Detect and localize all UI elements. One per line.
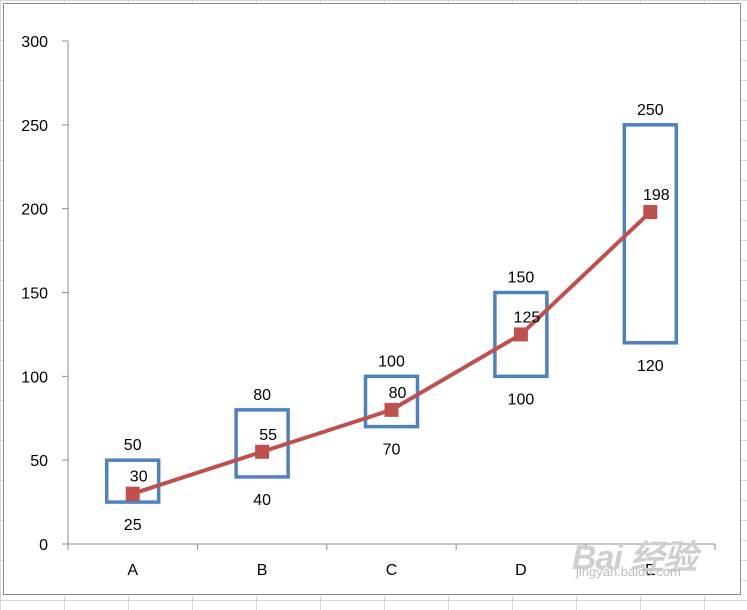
low-data-label: 70 (383, 442, 401, 459)
range-box (104, 458, 161, 504)
value-data-label: 198 (643, 187, 670, 204)
low-data-label: 40 (253, 492, 271, 509)
x-tick-label: D (515, 562, 527, 579)
y-tick-label: 0 (39, 537, 48, 554)
value-data-label: 30 (130, 469, 148, 486)
range-box (622, 123, 679, 345)
low-data-label: 25 (124, 517, 142, 534)
x-tick-label: B (257, 562, 268, 579)
x-tick-label: E (645, 562, 656, 579)
data-point-marker (643, 205, 658, 220)
range-box (363, 374, 420, 429)
low-data-label: 100 (508, 391, 535, 408)
data-point-marker (384, 402, 399, 417)
y-tick-label: 200 (21, 202, 48, 219)
x-tick-label: C (386, 562, 398, 579)
y-tick-label: 50 (30, 453, 48, 470)
y-tick-label: 300 (21, 34, 48, 51)
data-point-marker (513, 327, 528, 342)
high-data-label: 250 (637, 102, 664, 119)
high-data-label: 100 (378, 353, 405, 370)
low-data-label: 120 (637, 358, 664, 375)
value-data-label: 125 (514, 309, 541, 326)
data-point-marker (255, 444, 270, 459)
high-data-label: 150 (508, 270, 535, 287)
value-data-label: 80 (389, 385, 407, 402)
data-point-marker (125, 486, 140, 501)
y-tick-label: 150 (21, 286, 48, 303)
range-box (493, 290, 549, 379)
y-tick-label: 100 (21, 369, 48, 386)
x-tick-label: A (127, 562, 138, 579)
high-data-label: 80 (253, 387, 271, 404)
value-data-label: 55 (259, 427, 277, 444)
high-data-label: 50 (124, 437, 142, 454)
y-tick-label: 250 (21, 118, 48, 135)
